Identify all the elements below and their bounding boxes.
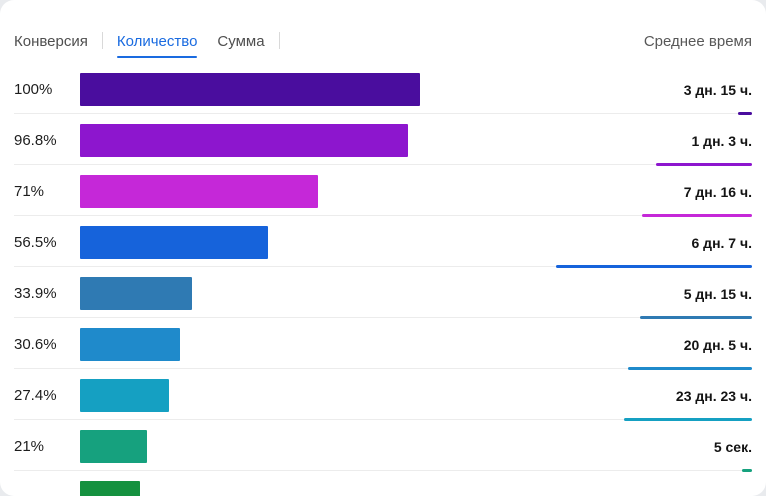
conversion-percent: 33.9% bbox=[14, 285, 57, 302]
funnel-bar[interactable] bbox=[80, 481, 140, 496]
tab-quantity[interactable]: Количество bbox=[116, 33, 198, 58]
average-time-value: 20 дн. 5 ч. bbox=[683, 336, 752, 353]
average-time-value: 23 дн. 23 ч. bbox=[675, 387, 752, 404]
tab-divider bbox=[101, 32, 103, 49]
funnel-bar[interactable] bbox=[80, 328, 180, 361]
funnel-row bbox=[0, 472, 766, 496]
row-separator bbox=[14, 266, 752, 267]
conversion-percent: 27.4% bbox=[14, 387, 57, 404]
funnel-bar[interactable] bbox=[80, 277, 192, 310]
funnel-row: 27.4% 23 дн. 23 ч. bbox=[0, 370, 766, 421]
row-separator bbox=[14, 470, 752, 471]
time-line bbox=[738, 112, 752, 115]
active-tab-underline bbox=[116, 56, 198, 58]
conversion-percent: 71% bbox=[14, 183, 45, 200]
funnel-row: 96.8% 1 дн. 3 ч. bbox=[0, 115, 766, 166]
conversion-percent: 100% bbox=[14, 81, 53, 98]
funnel-row: 33.9% 5 дн. 15 ч. bbox=[0, 268, 766, 319]
funnel-bar[interactable] bbox=[80, 379, 169, 412]
time-line bbox=[640, 316, 752, 319]
tab-divider bbox=[278, 32, 280, 49]
row-separator bbox=[14, 113, 752, 114]
funnel-row: 100% 3 дн. 15 ч. bbox=[0, 64, 766, 115]
funnel-row: 56.5% 6 дн. 7 ч. bbox=[0, 217, 766, 268]
time-line bbox=[742, 469, 752, 472]
average-time-value: 5 дн. 15 ч. bbox=[683, 285, 752, 302]
conversion-percent: 96.8% bbox=[14, 132, 57, 149]
funnel-bar[interactable] bbox=[80, 73, 420, 106]
time-line bbox=[628, 367, 752, 370]
funnel-rows: 100% 3 дн. 15 ч. 96.8% 1 дн. 3 ч. 71% 7 … bbox=[0, 64, 766, 496]
conversion-percent: 30.6% bbox=[14, 336, 57, 353]
time-line bbox=[624, 418, 752, 421]
funnel-bar[interactable] bbox=[80, 175, 318, 208]
tab-conversion[interactable]: Конверсия bbox=[14, 33, 88, 50]
time-line bbox=[642, 214, 752, 217]
funnel-row: 21% 5 сек. bbox=[0, 421, 766, 472]
row-separator bbox=[14, 215, 752, 216]
tab-sum[interactable]: Сумма bbox=[217, 33, 265, 50]
conversion-percent: 56.5% bbox=[14, 234, 57, 251]
average-time-value: 3 дн. 15 ч. bbox=[683, 81, 752, 98]
time-line bbox=[656, 163, 752, 166]
funnel-row: 30.6% 20 дн. 5 ч. bbox=[0, 319, 766, 370]
time-line bbox=[556, 265, 752, 268]
funnel-bar[interactable] bbox=[80, 430, 147, 463]
row-separator bbox=[14, 419, 752, 420]
row-separator bbox=[14, 317, 752, 318]
row-separator bbox=[14, 368, 752, 369]
average-time-value: 5 сек. bbox=[713, 438, 752, 455]
average-time-value: 6 дн. 7 ч. bbox=[691, 234, 753, 251]
funnel-row: 71% 7 дн. 16 ч. bbox=[0, 166, 766, 217]
report-header: Конверсия Количество Сумма Среднее время bbox=[0, 0, 766, 64]
average-time-value: 7 дн. 16 ч. bbox=[683, 183, 752, 200]
row-separator bbox=[14, 164, 752, 165]
funnel-bar[interactable] bbox=[80, 124, 408, 157]
conversion-percent: 21% bbox=[14, 438, 45, 455]
funnel-bar[interactable] bbox=[80, 226, 268, 259]
tab-quantity-label: Количество bbox=[116, 33, 198, 50]
average-time-label: Среднее время bbox=[643, 33, 752, 50]
report-tabs: Конверсия Количество Сумма bbox=[14, 32, 294, 58]
average-time-value: 1 дн. 3 ч. bbox=[691, 132, 753, 149]
